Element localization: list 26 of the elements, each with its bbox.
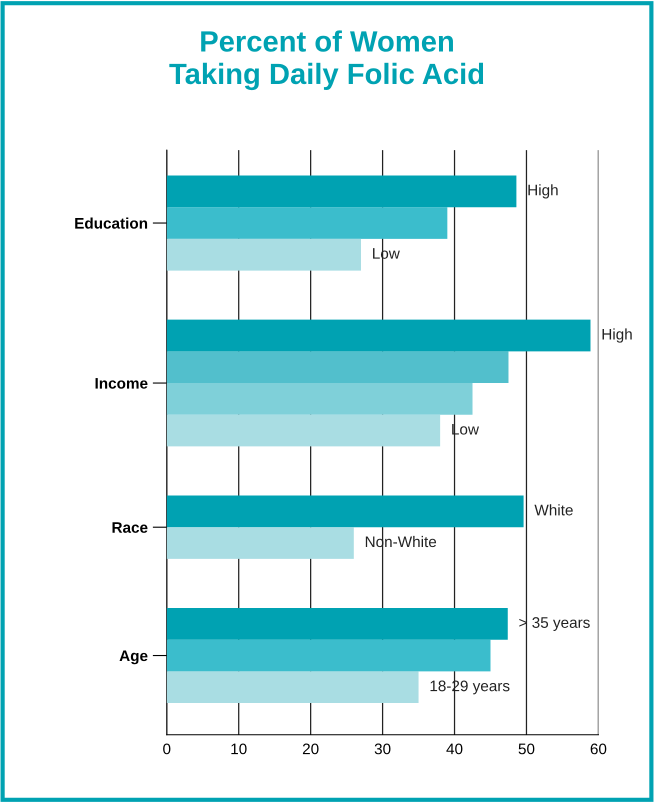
x-tick-label: 20 — [302, 743, 319, 754]
bar — [166, 238, 362, 271]
bar — [166, 320, 590, 352]
bar — [166, 414, 440, 446]
y-tick-label: Race — [112, 522, 148, 533]
bar — [166, 176, 516, 208]
bar — [166, 207, 448, 239]
bar — [166, 383, 473, 415]
x-tick-label: 30 — [374, 743, 390, 754]
x-tick-label: 40 — [446, 743, 462, 754]
chart-title: Percent of Women Taking Daily Folic Acid — [169, 30, 484, 90]
bar — [166, 671, 419, 704]
data-label: > 35 years — [519, 617, 590, 631]
x-tick-label: 50 — [518, 743, 534, 754]
data-label: White — [534, 504, 573, 516]
bar — [166, 351, 508, 384]
x-tick-label: 10 — [231, 743, 247, 754]
bar — [166, 608, 508, 640]
data-label: High — [528, 184, 558, 198]
x-tick-label: 0 — [163, 743, 170, 754]
data-label: High — [602, 328, 632, 343]
y-tick-label: Income — [96, 378, 148, 389]
bar — [166, 640, 490, 672]
y-tick-label: Age — [120, 650, 148, 664]
y-tick-label: Education — [75, 218, 148, 229]
x-tick-label: 60 — [590, 743, 606, 754]
